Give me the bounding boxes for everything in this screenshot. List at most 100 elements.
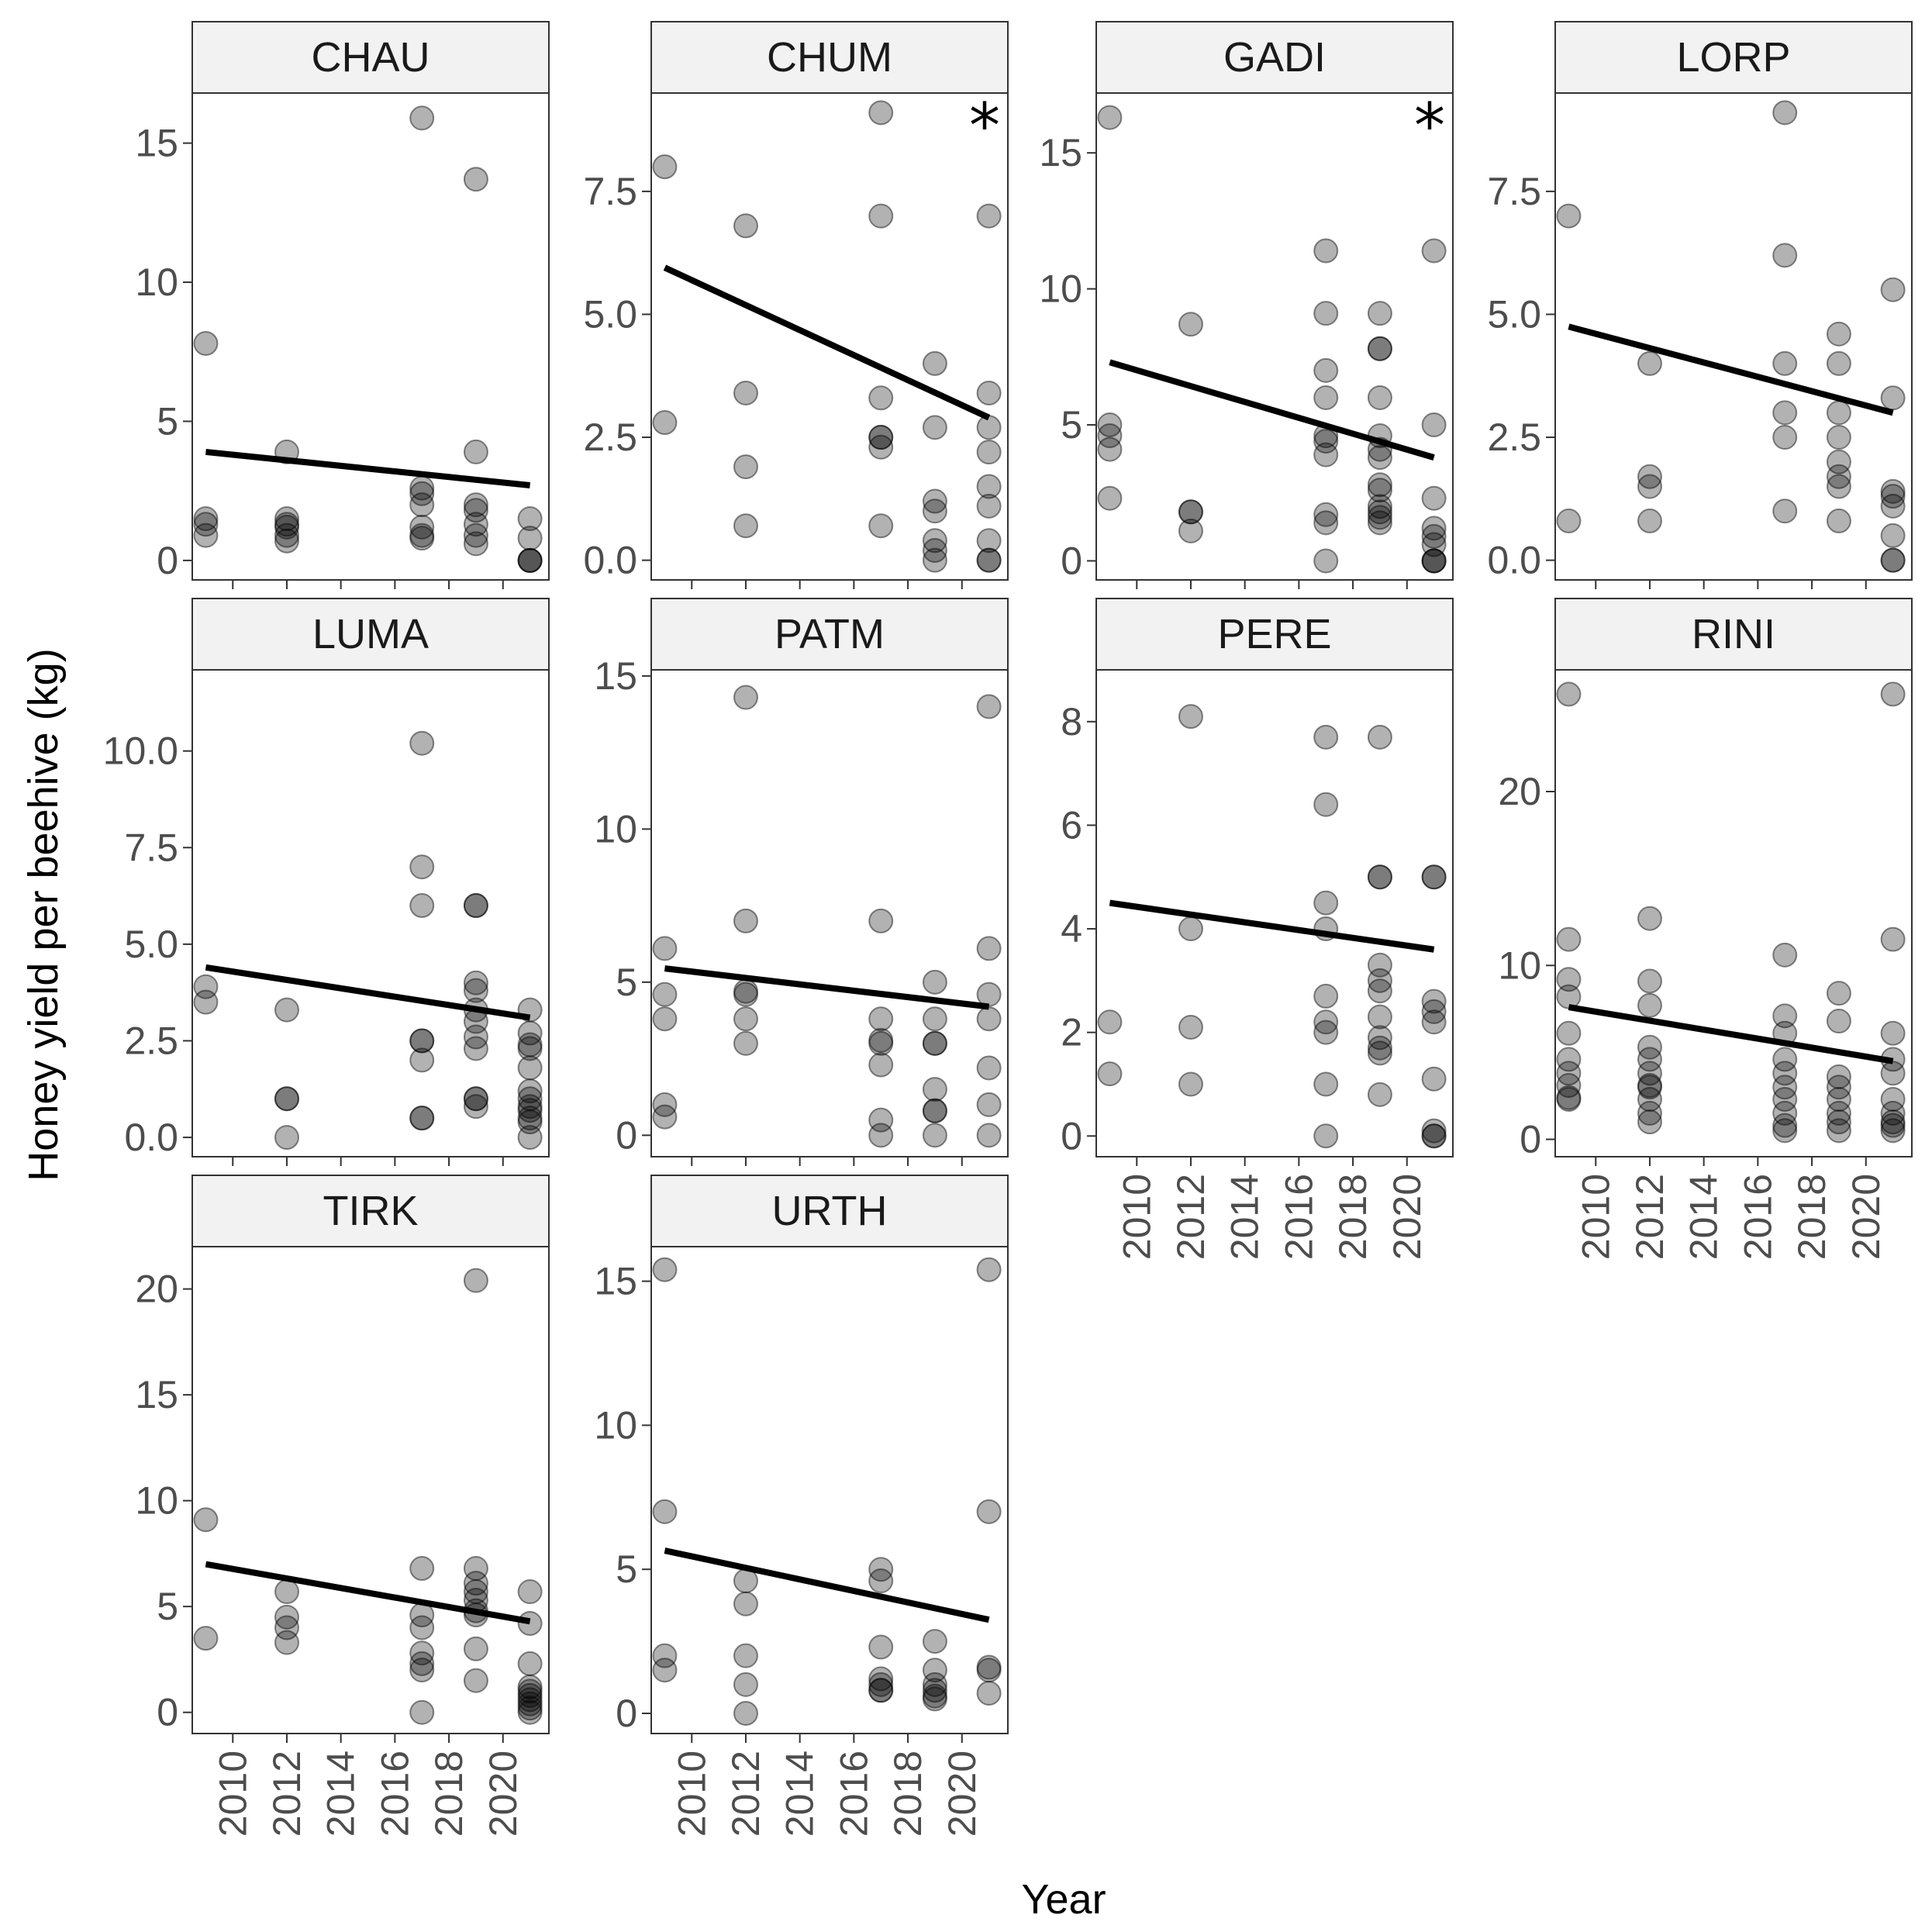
plot-area — [192, 1247, 549, 1734]
data-point — [409, 526, 435, 551]
y-tick-label: 15 — [594, 654, 637, 698]
x-tick-label: 2018 — [886, 1751, 930, 1837]
data-point — [868, 1027, 894, 1053]
data-point — [1178, 312, 1203, 337]
data-point — [1772, 243, 1798, 268]
data-point — [1637, 1100, 1662, 1126]
data-point — [1826, 1064, 1851, 1089]
data-point — [517, 1055, 543, 1081]
data-point — [463, 1094, 488, 1120]
data-point — [1367, 1040, 1392, 1066]
data-point — [1097, 1009, 1123, 1035]
data-point — [1826, 508, 1851, 533]
y-tick-label: 10 — [594, 1403, 637, 1447]
plot-area — [1096, 93, 1453, 580]
y-tick-label: 5 — [616, 1547, 637, 1591]
data-point — [652, 982, 678, 1007]
data-point — [976, 982, 1002, 1007]
data-point — [1367, 505, 1392, 530]
data-point — [517, 1036, 543, 1061]
data-point — [1880, 1061, 1906, 1086]
data-point — [922, 1030, 947, 1056]
data-point — [1556, 1047, 1582, 1072]
y-tick-label: 20 — [1498, 770, 1541, 813]
data-point — [1556, 1086, 1582, 1112]
x-tick-label: 2018 — [1331, 1174, 1375, 1260]
y-tick-label: 5.0 — [583, 292, 637, 336]
data-point — [1880, 277, 1906, 302]
data-point — [1421, 523, 1447, 549]
y-tick-label: 2.5 — [124, 1019, 178, 1062]
data-point — [922, 1678, 947, 1703]
data-point — [1313, 724, 1339, 750]
data-point — [517, 547, 543, 573]
x-tick-label: 2016 — [1277, 1174, 1320, 1260]
data-point — [409, 492, 435, 518]
data-point — [1367, 472, 1392, 498]
data-point — [1313, 983, 1339, 1009]
strip-background — [1095, 21, 1454, 94]
data-point — [868, 1672, 894, 1697]
data-point — [922, 1686, 947, 1712]
data-point — [193, 1507, 219, 1533]
data-point — [409, 1106, 435, 1131]
data-point — [517, 506, 543, 532]
data-point — [976, 1654, 1002, 1680]
strip-label: LUMA — [312, 611, 429, 657]
data-point — [976, 1055, 1002, 1081]
x-tick-label: 2018 — [1790, 1174, 1834, 1260]
data-point — [922, 415, 947, 440]
strip-label: PERE — [1217, 611, 1331, 657]
data-point — [1772, 1061, 1798, 1086]
data-point — [1367, 864, 1392, 890]
data-point — [463, 1636, 488, 1661]
trend-line — [1568, 1004, 1894, 1064]
data-point — [1637, 906, 1662, 931]
data-point — [409, 854, 435, 880]
data-point — [1556, 508, 1582, 533]
data-point — [1313, 357, 1339, 383]
data-point — [922, 1006, 947, 1032]
y-tick-label: 0 — [1061, 539, 1082, 582]
data-point — [409, 105, 435, 131]
data-point — [868, 425, 894, 450]
plot-area — [651, 1247, 1008, 1734]
data-point — [517, 547, 543, 573]
data-point — [976, 1658, 1002, 1683]
x-tick-label: 2012 — [1169, 1174, 1213, 1260]
data-point — [1367, 336, 1392, 361]
data-point — [463, 893, 488, 919]
data-point — [463, 1086, 488, 1112]
strip-background — [191, 21, 550, 94]
plot-area — [1555, 670, 1912, 1157]
strip-background — [191, 1175, 550, 1247]
data-point — [463, 1571, 488, 1596]
data-point — [733, 908, 758, 933]
x-tick-label: 2012 — [724, 1751, 768, 1837]
data-point — [1637, 968, 1662, 994]
x-tick-label: 2020 — [940, 1751, 984, 1837]
data-point — [463, 1579, 488, 1605]
data-point — [1421, 864, 1447, 890]
data-point — [733, 1643, 758, 1668]
data-point — [1313, 1071, 1339, 1097]
data-point — [1421, 1009, 1447, 1035]
data-point — [1826, 1109, 1851, 1135]
data-point — [1826, 321, 1851, 347]
data-point — [922, 1629, 947, 1654]
data-point — [1313, 429, 1339, 454]
y-tick-label: 0 — [616, 1113, 637, 1157]
y-tick-label: 15 — [1039, 131, 1082, 174]
data-point — [409, 893, 435, 919]
data-point — [1637, 1075, 1662, 1100]
x-tick-label: 2020 — [1385, 1174, 1429, 1260]
strip-label: URTH — [771, 1188, 887, 1234]
data-point — [1421, 864, 1447, 890]
y-tick-label: 7.5 — [124, 826, 178, 869]
x-tick-label: 2014 — [1682, 1174, 1726, 1260]
data-point — [1421, 999, 1447, 1024]
data-point — [274, 506, 299, 532]
y-tick-label: 2.5 — [1487, 416, 1541, 459]
data-point — [1421, 1123, 1447, 1149]
data-point — [868, 1568, 894, 1594]
